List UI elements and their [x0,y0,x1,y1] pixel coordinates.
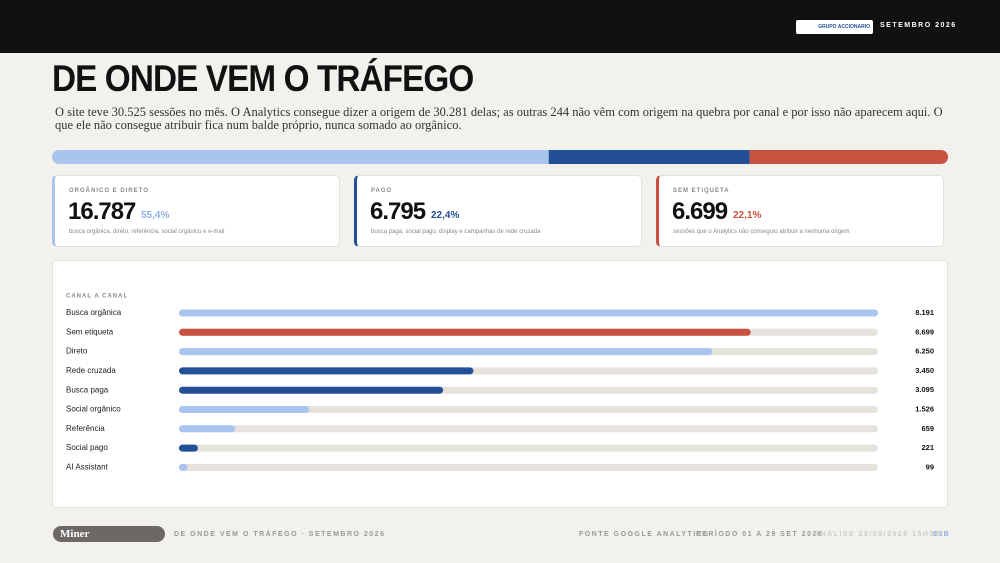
footer-logo-pill [53,526,165,542]
value-label: 659 [921,424,934,433]
card-label: PAGO [371,188,393,194]
category-label: Social orgânico [66,405,121,414]
footer-page: 03B [933,531,951,538]
bar [179,328,751,336]
card-note: sessões que o Analytics não conseguiu at… [673,229,850,235]
bar [179,367,474,375]
header-date: SETEMBRO 2026 [880,22,957,29]
bar [179,406,310,413]
summary-segment [548,150,750,164]
card-note: busca orgânica, direto, referência, soci… [69,229,225,235]
value-label: 3.095 [915,385,934,394]
bar [179,348,713,356]
value-label: 8.191 [915,308,934,317]
card-label: ORGÂNICO E DIRETO [69,188,149,194]
bar-track [179,444,878,452]
bar [179,463,188,471]
card-share: 55,4% [141,210,170,221]
value-label: 221 [921,443,934,452]
card-note: busca paga, social pago, display e campa… [371,229,541,235]
value-label: 6.699 [915,327,934,336]
category-label: Social pago [66,443,108,452]
chart: CANAL A CANAL Busca orgânica 8.191 Sem etiq… [66,294,934,472]
card-share: 22,4% [431,210,460,221]
category-label: Referência [66,424,105,433]
bar-track [179,406,878,413]
summary-bar [52,150,948,164]
bar-track [179,425,878,433]
value-label: 99 [926,462,934,471]
chart-subtitle: CANAL A CANAL [66,294,128,300]
page-title: DE ONDE VEM O TRÁFEGO [52,58,474,99]
summary-card: ORGÂNICO E DIRETO 16.787 55,4% busca orgâni… [52,175,340,247]
bar [179,444,198,452]
card-value: 6.795 [370,198,426,225]
bar [179,425,236,433]
summary-card: SEM ETIQUETA 6.699 22,1% sessões que o Anal… [656,175,944,247]
value-label: 6.250 [915,347,934,356]
summary-card: PAGO 6.795 22,4% busca paga, social pago, d… [354,175,642,247]
intro: O site teve 30.525 sessões no mês. O Ana… [55,105,943,132]
footer-source: FONTE GOOGLE ANALYTICS [579,531,710,538]
card-label: SEM ETIQUETA [673,188,730,194]
category-label: AI Assistant [66,463,109,472]
footer-section: DE ONDE VEM O TRÁFEGO · SETEMBRO 2026 [174,531,386,538]
value-label: 1.526 [915,404,934,413]
bar-track [179,463,878,471]
summary-segment [749,150,948,164]
value-label: 3.450 [915,366,934,375]
footer-logo: Miner [60,528,90,540]
summary-segment [52,150,549,164]
category-label: Sem etiqueta [66,327,114,336]
category-label: Rede cruzada [66,366,116,375]
category-label: Busca paga [66,385,109,394]
bar [179,309,878,317]
category-label: Busca orgânica [66,308,122,317]
brand-logo: GRUPO ACCIONARIO [796,20,873,34]
bar [179,386,444,394]
card-value: 16.787 [68,198,136,225]
footer-period: PERÍODO 01 A 29 SET 2026 [696,531,824,538]
card-share: 22,1% [733,210,762,221]
category-label: Direto [66,347,88,356]
card-value: 6.699 [672,198,728,225]
footer-analysis: ANÁLISE 29/09/2026 15H30 [814,531,941,538]
